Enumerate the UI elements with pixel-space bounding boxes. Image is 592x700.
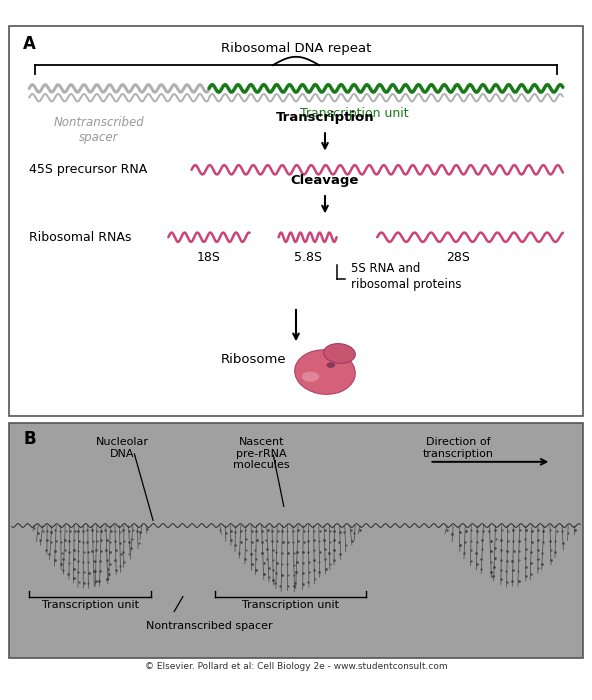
Text: Ribosomal RNAs: Ribosomal RNAs	[29, 231, 131, 244]
Text: 45S precursor RNA: 45S precursor RNA	[29, 163, 147, 176]
Text: Ribosomal DNA repeat: Ribosomal DNA repeat	[221, 42, 371, 55]
Text: Transcription unit: Transcription unit	[242, 601, 339, 610]
Text: B: B	[23, 430, 36, 448]
Text: 28S: 28S	[446, 251, 471, 264]
Text: Direction of
transcription: Direction of transcription	[423, 438, 494, 458]
FancyBboxPatch shape	[9, 424, 583, 658]
Ellipse shape	[295, 350, 355, 394]
Text: 18S: 18S	[197, 251, 221, 264]
Text: Transcription: Transcription	[276, 111, 374, 124]
Text: Transcription unit: Transcription unit	[300, 107, 408, 120]
Text: Nontranscribed
spacer: Nontranscribed spacer	[53, 116, 144, 144]
Ellipse shape	[324, 344, 355, 363]
Ellipse shape	[326, 363, 335, 368]
Text: A: A	[23, 35, 36, 53]
Ellipse shape	[302, 372, 319, 382]
Text: Nucleolar
DNA: Nucleolar DNA	[95, 438, 149, 458]
Text: 5.8S: 5.8S	[294, 251, 321, 264]
Text: Nascent
pre-rRNA
molecules: Nascent pre-rRNA molecules	[233, 438, 289, 470]
Text: © Elsevier. Pollard et al: Cell Biology 2e - www.studentconsult.com: © Elsevier. Pollard et al: Cell Biology …	[144, 662, 448, 671]
FancyBboxPatch shape	[9, 26, 583, 416]
Text: Transcription unit: Transcription unit	[41, 601, 139, 610]
Text: 5S RNA and
ribosomal proteins: 5S RNA and ribosomal proteins	[351, 262, 462, 291]
Text: Cleavage: Cleavage	[291, 174, 359, 188]
Text: Ribosome: Ribosome	[221, 354, 286, 367]
Text: Nontranscribed spacer: Nontranscribed spacer	[146, 621, 272, 631]
